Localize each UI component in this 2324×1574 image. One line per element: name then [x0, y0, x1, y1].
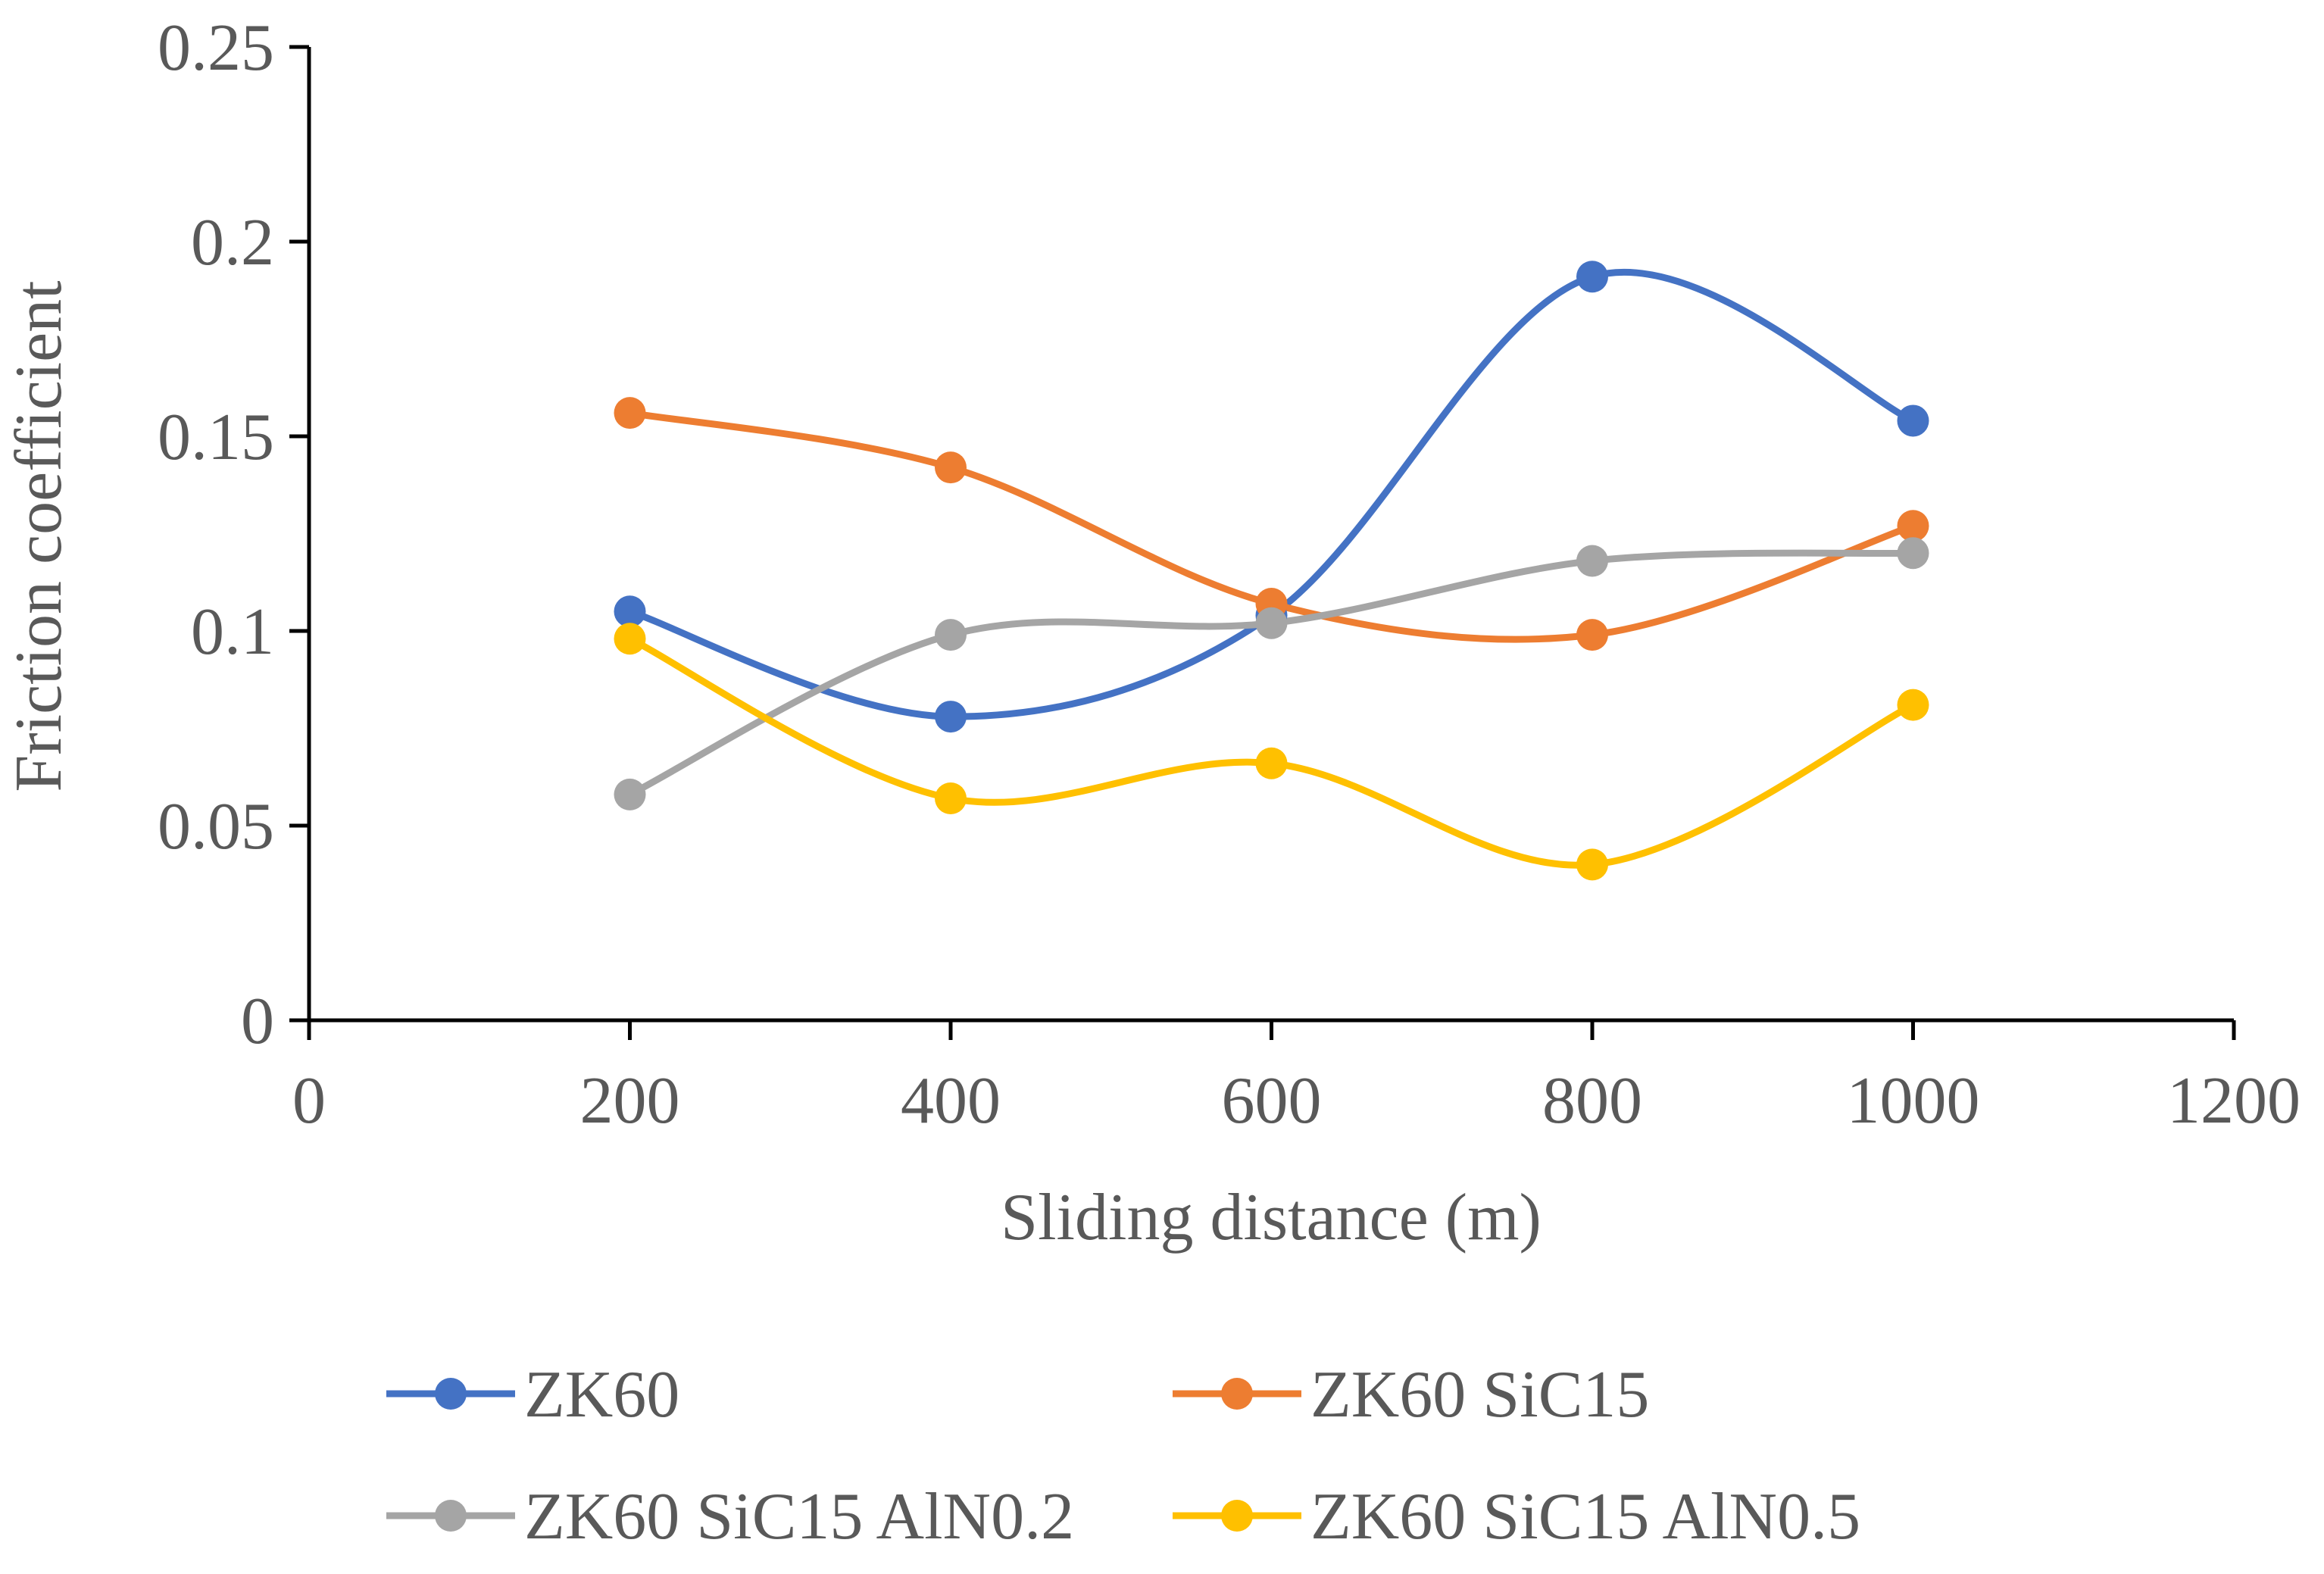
data-point: [935, 782, 967, 815]
x-axis-title: Sliding distance (m): [1001, 1181, 1542, 1254]
x-tick-label: 1000: [1847, 1064, 1980, 1138]
legend-swatch-marker: [435, 1378, 467, 1410]
legend-swatch-marker: [1221, 1378, 1253, 1410]
series-line-1: [626, 268, 1916, 720]
axis-ticks: 0 0.05 0.1 0.15 0.2 0.25 0 200 400 600 800 1000 1200: [158, 11, 2301, 1138]
legend-item: ZK60 SiC15 AlN0.5: [1173, 1480, 1860, 1554]
legend: ZK60 ZK60 SiC15 ZK60 SiC15 AlN0.2 ZK60 SiC1…: [386, 1358, 1860, 1554]
legend-label: ZK60: [524, 1358, 679, 1432]
data-point: [1897, 689, 1929, 721]
legend-label: ZK60 SiC15: [1310, 1358, 1649, 1432]
y-tick-label: 0.05: [158, 790, 274, 864]
data-markers: [614, 261, 1929, 881]
legend-item: ZK60 SiC15 AlN0.2: [386, 1480, 1074, 1554]
x-tick-label: 400: [901, 1064, 1001, 1138]
data-point: [935, 451, 967, 484]
data-point: [614, 778, 646, 810]
data-point: [1576, 261, 1608, 293]
data-point: [935, 619, 967, 651]
legend-label: ZK60 SiC15 AlN0.2: [524, 1480, 1074, 1554]
axes: [307, 47, 2234, 1023]
x-tick-label: 600: [1222, 1064, 1322, 1138]
data-point: [1255, 747, 1288, 779]
legend-swatch-marker: [1221, 1500, 1253, 1532]
x-tick-label: 800: [1542, 1064, 1642, 1138]
data-point: [1897, 537, 1929, 570]
data-point: [1897, 404, 1929, 437]
y-axis-title: Friction coefficient: [2, 280, 76, 792]
y-tick-label: 0.2: [191, 206, 274, 280]
data-point: [1897, 510, 1929, 542]
y-tick-label: 0.25: [158, 11, 274, 85]
data-point: [1255, 607, 1288, 639]
x-tick-label: 1200: [2167, 1064, 2301, 1138]
x-tick-label: 0: [292, 1064, 326, 1138]
data-point: [935, 701, 967, 733]
data-point: [614, 623, 646, 655]
x-tick-label: 200: [580, 1064, 680, 1138]
legend-item: ZK60: [386, 1358, 679, 1432]
legend-item: ZK60 SiC15: [1173, 1358, 1649, 1432]
legend-swatch-marker: [435, 1500, 467, 1532]
data-point: [614, 397, 646, 429]
y-tick-label: 0.15: [158, 401, 274, 474]
data-point: [1576, 619, 1608, 651]
y-tick-label: 0.1: [191, 595, 274, 669]
legend-label: ZK60 SiC15 AlN0.5: [1310, 1480, 1860, 1554]
data-point: [1576, 545, 1608, 577]
data-point: [1576, 848, 1608, 881]
data-point: [614, 595, 646, 628]
y-tick-label: 0: [241, 985, 274, 1058]
